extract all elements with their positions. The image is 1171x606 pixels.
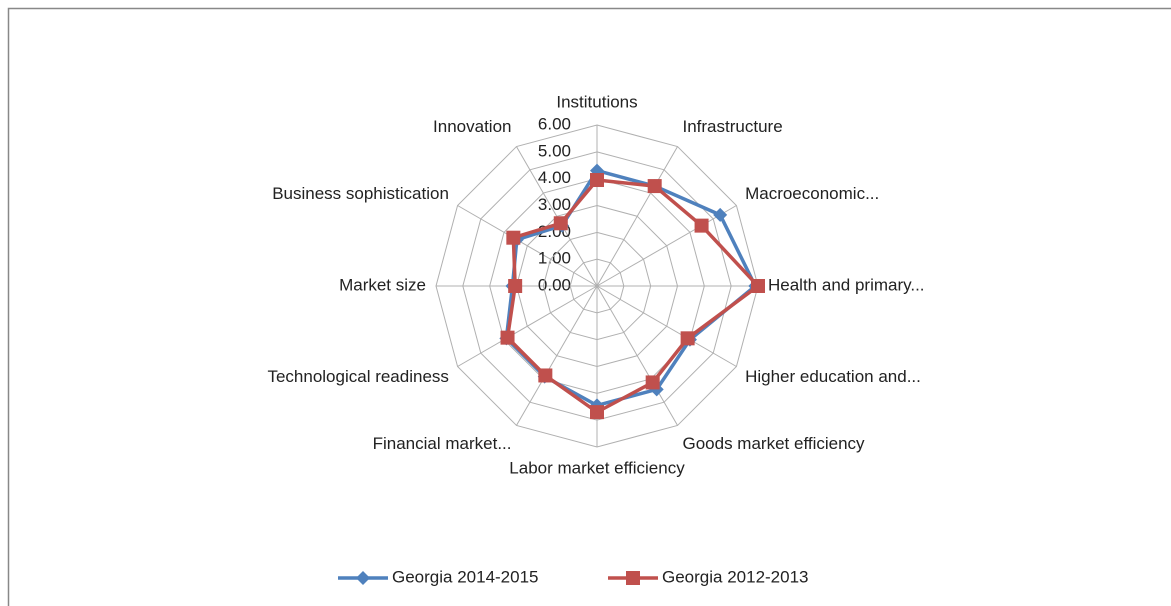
marker: [647, 179, 662, 194]
category-label: Financial market...: [373, 434, 512, 453]
marker: [680, 331, 695, 346]
marker: [590, 173, 604, 188]
marker: [694, 218, 709, 233]
category-label: Labor market efficiency: [509, 458, 685, 477]
marker: [553, 216, 568, 231]
grid-ring: [515, 204, 679, 368]
grid-ring: [462, 151, 732, 421]
marker: [508, 279, 523, 293]
marker: [751, 279, 765, 293]
grid-ring: [435, 124, 759, 448]
r-tick-label: 5.00: [538, 141, 571, 160]
marker: [506, 230, 521, 245]
r-tick-label: 4.00: [538, 168, 571, 187]
category-label: Technological readiness: [267, 367, 448, 386]
category-label: Goods market efficiency: [683, 434, 866, 453]
legend-marker: [626, 571, 640, 585]
marker: [645, 375, 660, 390]
grid-ring: [542, 231, 652, 341]
chart-frame: [7, 7, 1171, 606]
r-tick-label: 3.00: [538, 195, 571, 214]
legend-label: Georgia 2014-2015: [392, 567, 539, 586]
category-label: Health and primary...: [768, 275, 925, 294]
r-tick-label: 1.00: [538, 249, 571, 268]
marker: [713, 207, 728, 222]
category-label: Innovation: [433, 117, 511, 136]
category-label: Macroeconomic...: [745, 184, 879, 203]
r-tick-label: 0.00: [538, 275, 571, 294]
r-tick-label: 6.00: [538, 114, 571, 133]
category-label: Infrastructure: [683, 117, 783, 136]
legend-label: Georgia 2012-2013: [662, 567, 809, 586]
marker: [538, 368, 553, 383]
grid-ring: [489, 178, 705, 394]
grid-ring: [569, 258, 625, 314]
category-label: Business sophistication: [272, 184, 449, 203]
category-label: Market size: [339, 275, 426, 294]
category-label: Higher education and...: [745, 367, 921, 386]
marker: [500, 330, 515, 345]
marker: [590, 405, 604, 420]
category-label: Institutions: [556, 92, 637, 111]
legend-marker: [356, 571, 370, 585]
